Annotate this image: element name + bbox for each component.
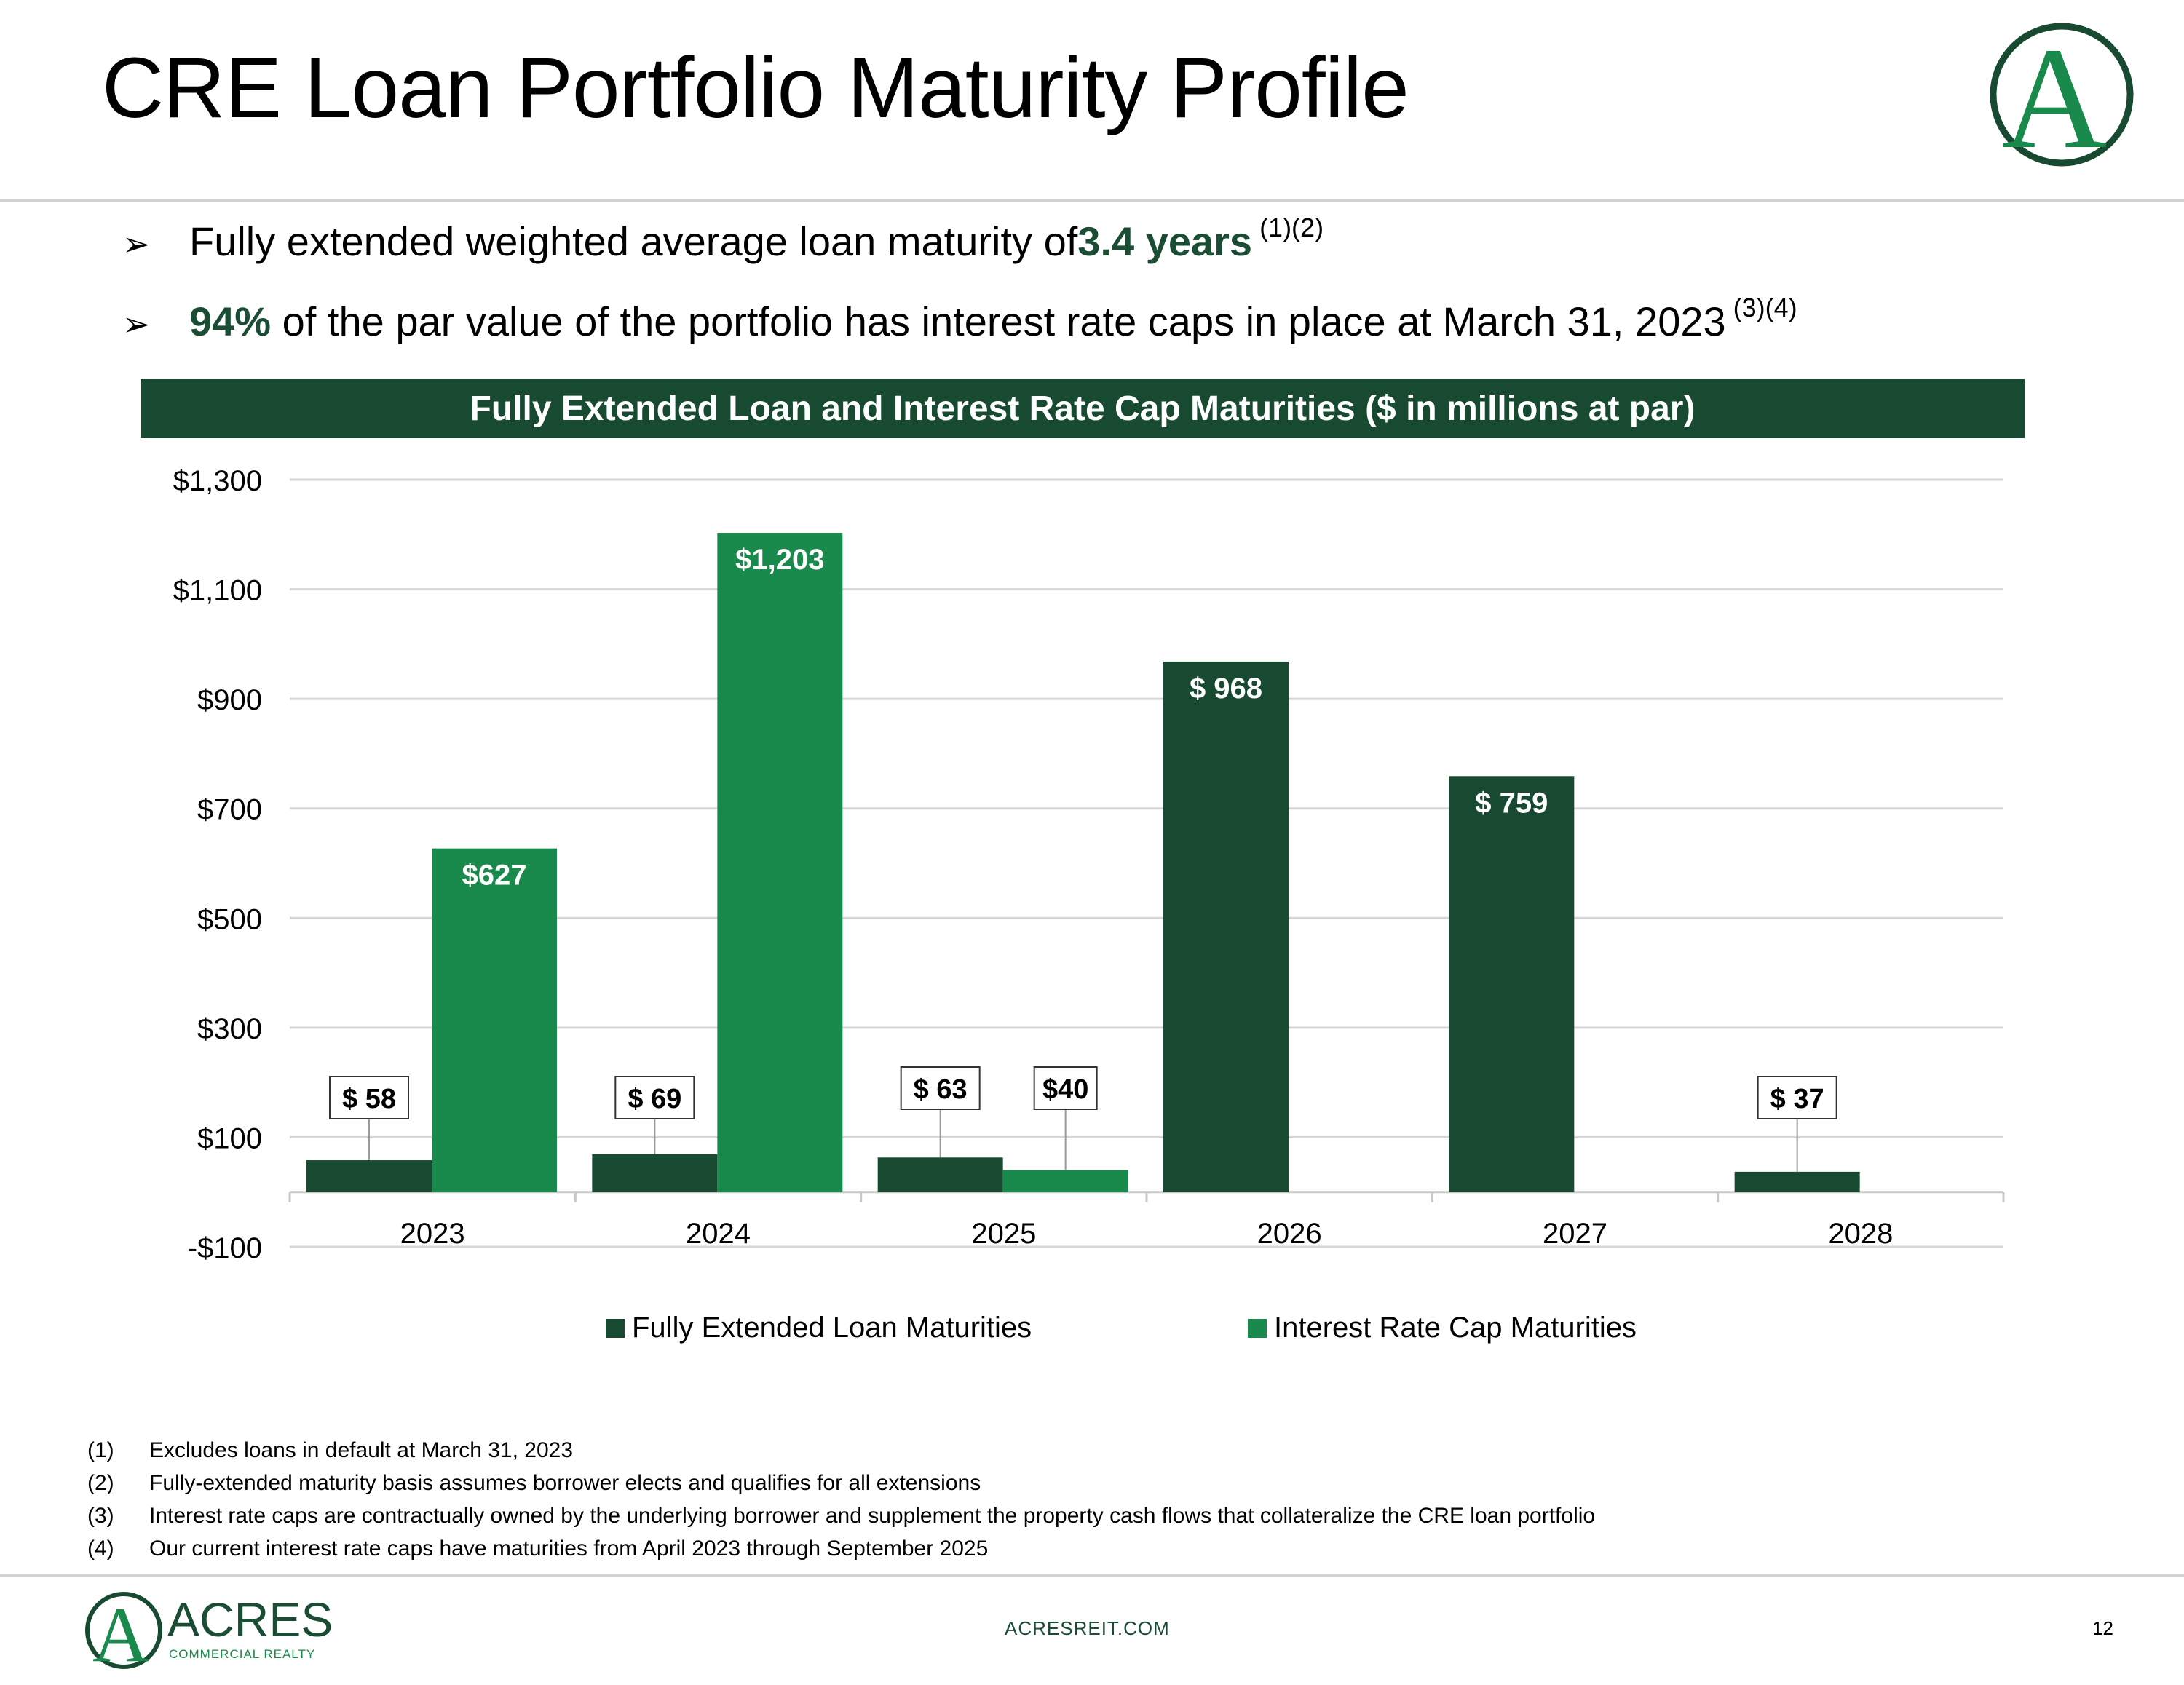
bullet-1: ➢ Fully extended weighted average loan ma…: [122, 213, 1324, 265]
arrow-bullet-icon: ➢: [122, 305, 151, 343]
svg-text:A: A: [92, 1592, 149, 1674]
footnote-text: Excludes loans in default at March 31, 2…: [149, 1438, 574, 1462]
y-tick-label: $500: [197, 903, 262, 935]
data-label-box: [900, 1066, 981, 1110]
legend-swatch-loan: [606, 1318, 625, 1338]
data-label-box: [1033, 1066, 1098, 1110]
svg-text:A: A: [2002, 22, 2107, 175]
data-label-box: [614, 1076, 695, 1119]
y-tick-label: -$100: [188, 1232, 262, 1264]
footnote: (1) Excludes loans in default at March 31…: [87, 1434, 1595, 1467]
cap-maturity-bar: [432, 848, 557, 1192]
cap-maturity-bar: [1002, 1170, 1128, 1192]
loan-maturity-bar: [1163, 661, 1289, 1192]
bullet-2: ➢ 94% of the par value of the portfolio h…: [122, 293, 1797, 345]
x-tick-label: 2024: [686, 1218, 751, 1250]
data-label: $627: [462, 860, 527, 892]
y-tick-label: $700: [197, 794, 262, 826]
svg-text:ACRES: ACRES: [167, 1593, 333, 1646]
x-tick-label: 2027: [1543, 1218, 1607, 1250]
svg-text:COMMERCIAL REALTY: COMMERCIAL REALTY: [169, 1647, 315, 1661]
data-label: $40: [1042, 1074, 1088, 1105]
bullet-1-footnote-ref: (1)(2): [1259, 213, 1324, 242]
x-tick-label: 2023: [400, 1218, 465, 1250]
y-tick-label: $1,100: [173, 575, 262, 607]
bullet-2-highlight: 94%: [189, 298, 272, 344]
page-number: 12: [2092, 1617, 2113, 1639]
chart-title: Fully Extended Loan and Interest Rate Ca…: [141, 379, 2025, 438]
data-label: $ 968: [1190, 673, 1262, 705]
footnote-number: (3): [87, 1504, 114, 1528]
y-tick-label: $100: [197, 1122, 262, 1154]
footer-divider: [0, 1574, 2184, 1577]
legend-label-cap: Interest Rate Cap Maturities: [1274, 1312, 1637, 1344]
arrow-bullet-icon: ➢: [122, 225, 151, 263]
data-label: $ 759: [1475, 787, 1548, 819]
acres-commercial-realty-logo: A ACRES COMMERCIAL REALTY: [85, 1592, 333, 1674]
footnote-number: (1): [87, 1438, 114, 1462]
footnote: (2) Fully-extended maturity basis assumes…: [87, 1467, 1595, 1499]
y-tick-label: $300: [197, 1013, 262, 1045]
footer-url[interactable]: ACRESREIT.COM: [1005, 1617, 1170, 1639]
footnote-text: Our current interest rate caps have matu…: [149, 1537, 989, 1561]
acres-monogram-logo: A: [1990, 22, 2134, 175]
loan-maturity-bar: [877, 1157, 1003, 1192]
legend-item-cap-maturities: Interest Rate Cap Maturities: [1248, 1312, 1637, 1344]
title-divider: [0, 199, 2184, 202]
legend-label-loan: Fully Extended Loan Maturities: [632, 1312, 1032, 1344]
x-tick-label: 2026: [1257, 1218, 1322, 1250]
x-tick-label: 2028: [1828, 1218, 1893, 1250]
bullet-1-highlight: 3.4 years: [1077, 218, 1253, 264]
footnote-text: Interest rate caps are contractually own…: [149, 1504, 1596, 1528]
footnote: (3) Interest rate caps are contractually …: [87, 1499, 1595, 1532]
bullet-2-text: of the par value of the portfolio has in…: [271, 298, 1726, 344]
legend-swatch-cap: [1248, 1318, 1267, 1338]
footnote: (4) Our current interest rate caps have m…: [87, 1532, 1595, 1565]
bullet-2-footnote-ref: (3)(4): [1733, 293, 1797, 322]
legend-item-loan-maturities: Fully Extended Loan Maturities: [606, 1312, 1032, 1344]
cap-maturity-bar: [717, 533, 843, 1192]
y-tick-label: $900: [197, 684, 262, 716]
data-label: $1,203: [735, 544, 824, 576]
footnotes: (1) Excludes loans in default at March 31…: [87, 1434, 1595, 1565]
loan-maturity-bar: [1449, 776, 1575, 1192]
loan-maturity-bar: [1734, 1171, 1860, 1192]
footnote-number: (2): [87, 1471, 114, 1495]
data-label: $ 37: [1770, 1084, 1824, 1114]
data-label: $ 63: [914, 1074, 968, 1105]
x-tick-label: 2025: [971, 1218, 1036, 1250]
footnote-number: (4): [87, 1537, 114, 1561]
slide-title: CRE Loan Portfolio Maturity Profile: [102, 40, 1409, 136]
data-label: $ 58: [342, 1084, 396, 1114]
footnote-text: Fully-extended maturity basis assumes bo…: [149, 1471, 981, 1495]
loan-maturity-bar: [592, 1154, 718, 1192]
data-label: $ 69: [628, 1084, 681, 1114]
data-label-box: [329, 1076, 409, 1119]
bullet-1-text: Fully extended weighted average loan mat…: [189, 218, 1078, 264]
data-label-box: [1757, 1076, 1837, 1119]
y-tick-label: $1,300: [173, 465, 262, 497]
loan-maturity-bar: [306, 1160, 432, 1192]
